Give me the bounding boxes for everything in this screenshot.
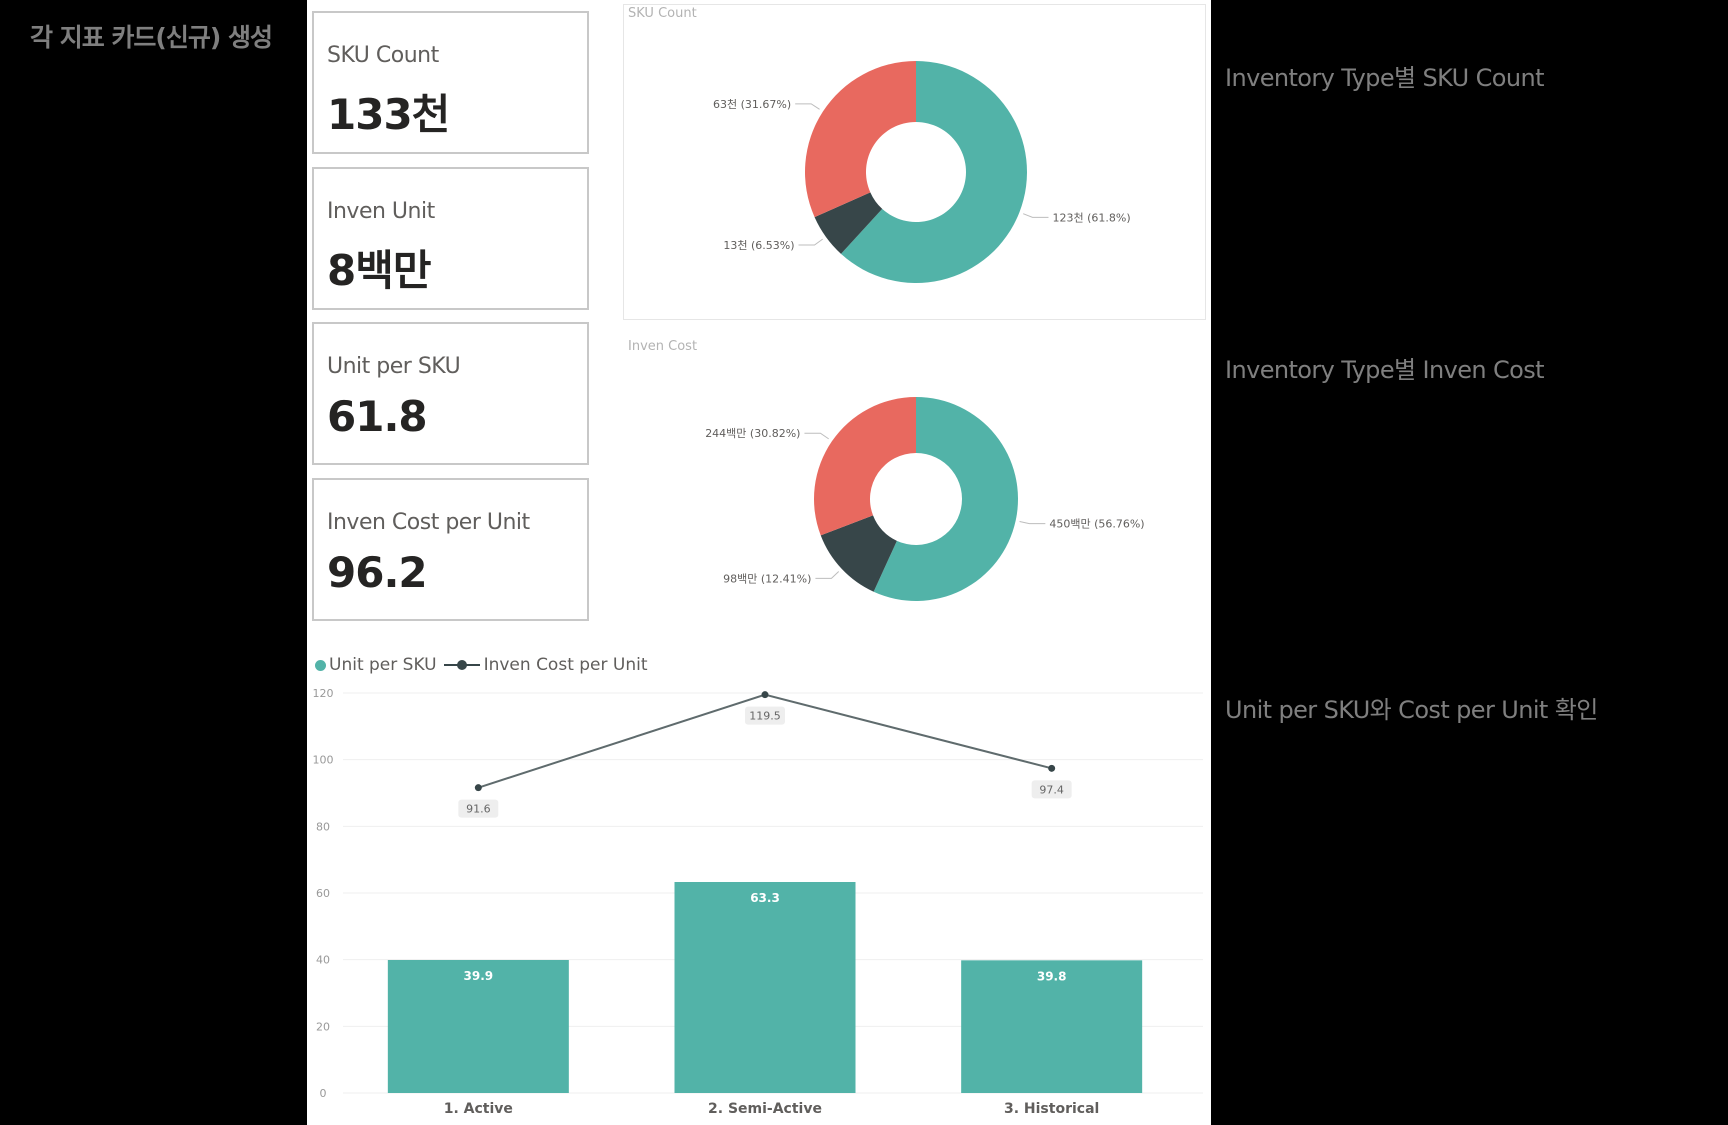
donut-data-label: 450백만 (56.76%) [1049, 518, 1144, 531]
legend-item-inven-cost-per-unit[interactable]: Inven Cost per Unit [483, 655, 648, 675]
line-label-bg [745, 706, 785, 725]
y-tick-label: 0 [320, 1087, 327, 1100]
bar[interactable] [961, 960, 1143, 1093]
kpi-value: 133천 [327, 90, 450, 139]
bar[interactable] [674, 882, 856, 1093]
kpi-value: 8백만 [327, 246, 432, 295]
leader-line [798, 238, 823, 246]
donut-data-label: 244백만 (30.82%) [705, 427, 800, 440]
kpi-label: Unit per SKU [327, 354, 461, 379]
donut-slice[interactable] [805, 61, 916, 218]
leader-line [815, 571, 840, 579]
legend-line-marker-icon [443, 659, 480, 671]
annotation-sku-donut: Inventory Type별 SKU Count [1225, 64, 1545, 92]
sku-count-donut[interactable]: 123천 (61.8%) 13천 (6.53%) 63천 (31.67%) [713, 61, 1131, 283]
bar-data-label: 39.9 [464, 969, 494, 983]
unit-per-sku-bars[interactable]: 39.9 1. Active 63.3 2. Semi-Active 39.8 3. Hi… [387, 882, 1143, 1117]
inven-cost-per-unit-line[interactable]: 91.6 119.5 97.4 [458, 691, 1072, 818]
line-marker[interactable] [761, 691, 769, 699]
x-category-label: 3. Historical [1004, 1101, 1099, 1117]
line-marker[interactable] [474, 784, 482, 792]
donut-slice[interactable] [873, 397, 1018, 602]
y-tick-label: 20 [316, 1020, 330, 1033]
charts-layer: 123천 (61.8%) 13천 (6.53%) 63천 (31.67%) 450백만… [313, 61, 1203, 1117]
line-data-label: 91.6 [466, 803, 491, 816]
donut-data-label: 98백만 (12.41%) [723, 572, 811, 585]
annotation-combo-chart: Unit per SKU와 Cost per Unit 확인 [1225, 696, 1598, 724]
line-data-label: 119.5 [749, 710, 781, 723]
kpi-card-inven-cost-per-unit[interactable]: Inven Cost per Unit 96.2 [312, 478, 589, 621]
inven-cost-chart-title: Inven Cost [628, 339, 698, 354]
leader-line [795, 103, 820, 110]
y-tick-label: 80 [316, 820, 330, 833]
donut-slice[interactable] [814, 192, 883, 254]
sku-count-donut-visual[interactable] [623, 4, 1206, 320]
bar[interactable] [387, 960, 569, 1093]
y-tick-label: 100 [313, 754, 334, 767]
sku-count-chart-title: SKU Count [628, 6, 697, 21]
line-label-bg [1031, 780, 1072, 799]
report-canvas: SKU Count 133천 Inven Unit 8백만 Unit per S… [307, 0, 1211, 1125]
bar-data-label: 63.3 [750, 891, 780, 905]
y-tick-label: 120 [313, 687, 334, 700]
donut-data-label: 123천 (61.8%) [1052, 210, 1130, 224]
line-marker[interactable] [1048, 764, 1056, 772]
leader-line [1022, 213, 1049, 218]
donut-slice[interactable] [820, 515, 897, 592]
donut-data-label: 63천 (31.67%) [713, 97, 791, 111]
kpi-label: SKU Count [327, 43, 439, 68]
line-label-bg [458, 799, 499, 818]
donut-slice[interactable] [813, 397, 916, 536]
bar-data-label: 39.8 [1037, 969, 1067, 983]
legend-item-unit-per-sku[interactable]: Unit per SKU [329, 655, 437, 675]
y-tick-label: 40 [316, 954, 330, 967]
legend-dot-icon [315, 659, 326, 671]
donut-data-label: 13천 (6.53%) [723, 238, 794, 252]
leader-line [804, 432, 829, 440]
kpi-label: Inven Unit [327, 199, 435, 224]
donut-slice[interactable] [840, 61, 1027, 283]
x-category-label: 1. Active [444, 1101, 513, 1117]
inven-cost-donut[interactable]: 450백만 (56.76%) 98백만 (12.41%) 244백만 (30.82%… [705, 397, 1145, 602]
y-tick-label: 60 [316, 887, 330, 900]
kpi-value: 61.8 [327, 392, 428, 441]
kpi-value: 96.2 [327, 548, 428, 597]
leader-line [1019, 521, 1046, 525]
x-category-label: 2. Semi-Active [708, 1101, 822, 1117]
kpi-label: Inven Cost per Unit [327, 510, 530, 535]
line-data-label: 97.4 [1039, 783, 1064, 796]
kpi-card-unit-per-sku[interactable]: Unit per SKU 61.8 [312, 322, 589, 465]
combo-chart-legend: Unit per SKU Inven Cost per Unit [315, 655, 648, 675]
annotation-card-creation: 각 지표 카드(신규) 생성 [30, 23, 273, 52]
kpi-card-inven-unit[interactable]: Inven Unit 8백만 [312, 167, 589, 310]
annotation-cost-donut: Inventory Type별 Inven Cost [1225, 356, 1545, 384]
kpi-card-sku-count[interactable]: SKU Count 133천 [312, 11, 589, 154]
